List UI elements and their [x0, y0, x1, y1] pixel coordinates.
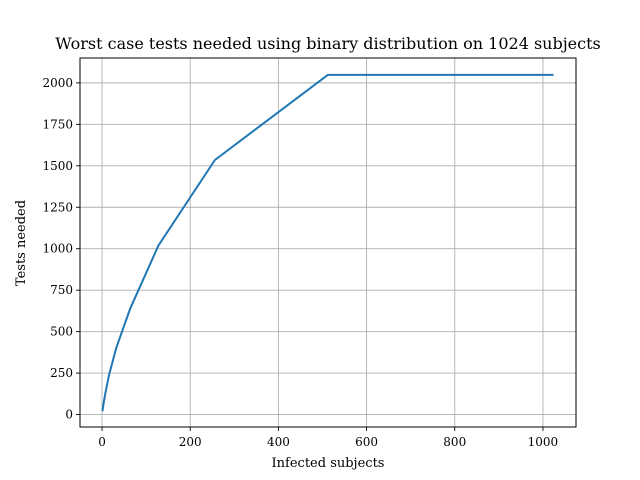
x-tick-label: 600	[355, 435, 378, 449]
series-line	[101, 73, 554, 412]
y-tick-label: 1750	[42, 117, 73, 131]
x-tick-label: 800	[443, 435, 466, 449]
x-tick-label: 400	[267, 435, 290, 449]
chart-title: Worst case tests needed using binary dis…	[55, 34, 601, 53]
y-tick-label: 1250	[42, 200, 73, 214]
x-axis: 0 200 400 600 800 1000	[98, 427, 558, 449]
x-tick-label: 1000	[528, 435, 559, 449]
y-tick-label: 750	[50, 283, 73, 297]
grid	[80, 58, 576, 427]
y-tick-label: 250	[50, 366, 73, 380]
y-tick-label: 1000	[42, 242, 73, 256]
plot-area	[101, 73, 554, 412]
y-axis-label: Tests needed	[14, 200, 29, 286]
x-tick-label: 200	[179, 435, 202, 449]
y-tick-label: 500	[50, 325, 73, 339]
x-tick-label: 0	[98, 435, 106, 449]
y-axis: 0 250 500 750 1000 1250 1500 1750 2000	[42, 76, 80, 422]
x-axis-label: Infected subjects	[272, 456, 385, 471]
y-tick-label: 0	[65, 408, 73, 422]
axes-frame	[79, 57, 577, 428]
y-tick-label: 1500	[42, 159, 73, 173]
y-tick-label: 2000	[42, 76, 73, 90]
